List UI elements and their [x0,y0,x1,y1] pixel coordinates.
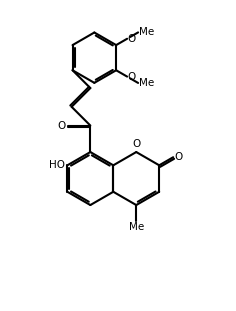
Text: HO: HO [49,160,65,170]
Text: O: O [132,139,140,149]
Text: O: O [58,121,66,131]
Text: Me: Me [129,222,144,232]
Text: O: O [128,34,136,44]
Text: O: O [174,152,183,162]
Text: O: O [128,72,136,81]
Text: Me: Me [139,27,154,37]
Text: Me: Me [139,78,154,88]
